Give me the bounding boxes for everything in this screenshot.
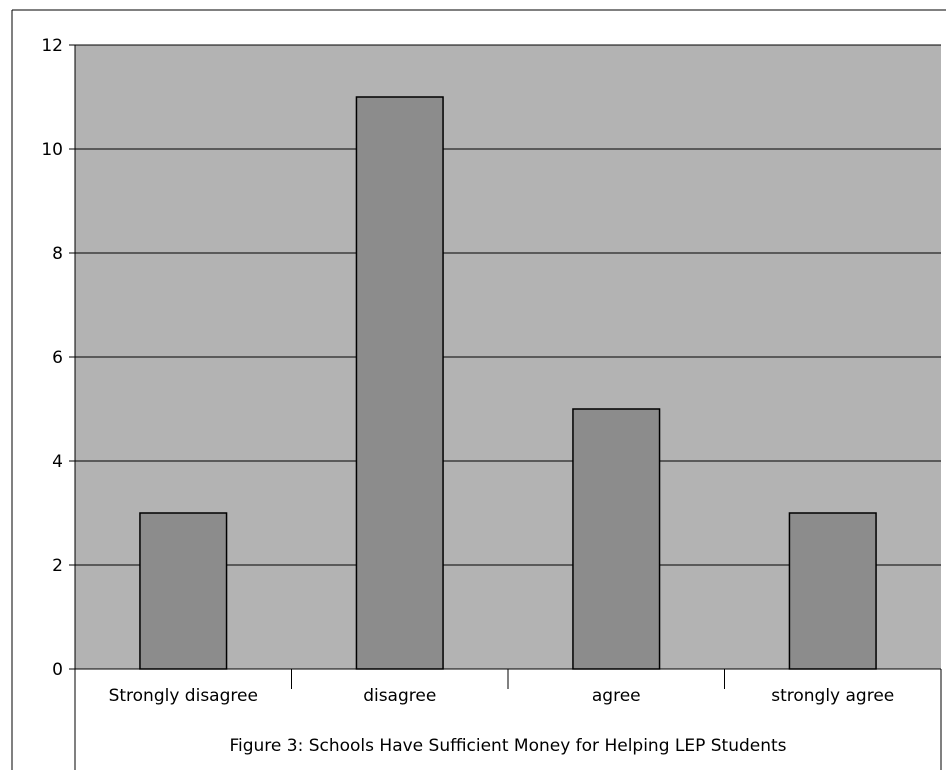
y-tick-label-2: 2 xyxy=(52,556,63,576)
category-label-1: disagree xyxy=(363,686,436,706)
category-label-0: Strongly disagree xyxy=(109,686,258,706)
bar-1 xyxy=(355,96,444,670)
bar-3 xyxy=(788,512,877,670)
axes xyxy=(69,44,942,770)
y-tick-label-12: 12 xyxy=(41,36,63,56)
y-tick-labels: 0 2 4 6 8 10 12 xyxy=(41,36,63,680)
bar-0 xyxy=(139,512,228,670)
y-tick-label-8: 8 xyxy=(52,244,63,264)
y-tick-label-6: 6 xyxy=(52,348,63,368)
y-tick-label-4: 4 xyxy=(52,452,63,472)
y-tick-label-0: 0 xyxy=(52,660,63,680)
y-tick-label-10: 10 xyxy=(41,140,63,160)
category-label-3: strongly agree xyxy=(771,686,894,706)
category-label-2: agree xyxy=(592,686,641,706)
bar-2 xyxy=(572,408,661,670)
bars xyxy=(139,96,877,670)
figure-caption: Figure 3: Schools Have Sufficient Money … xyxy=(229,736,786,756)
category-labels: Strongly disagree disagree agree strongly a… xyxy=(109,686,895,706)
